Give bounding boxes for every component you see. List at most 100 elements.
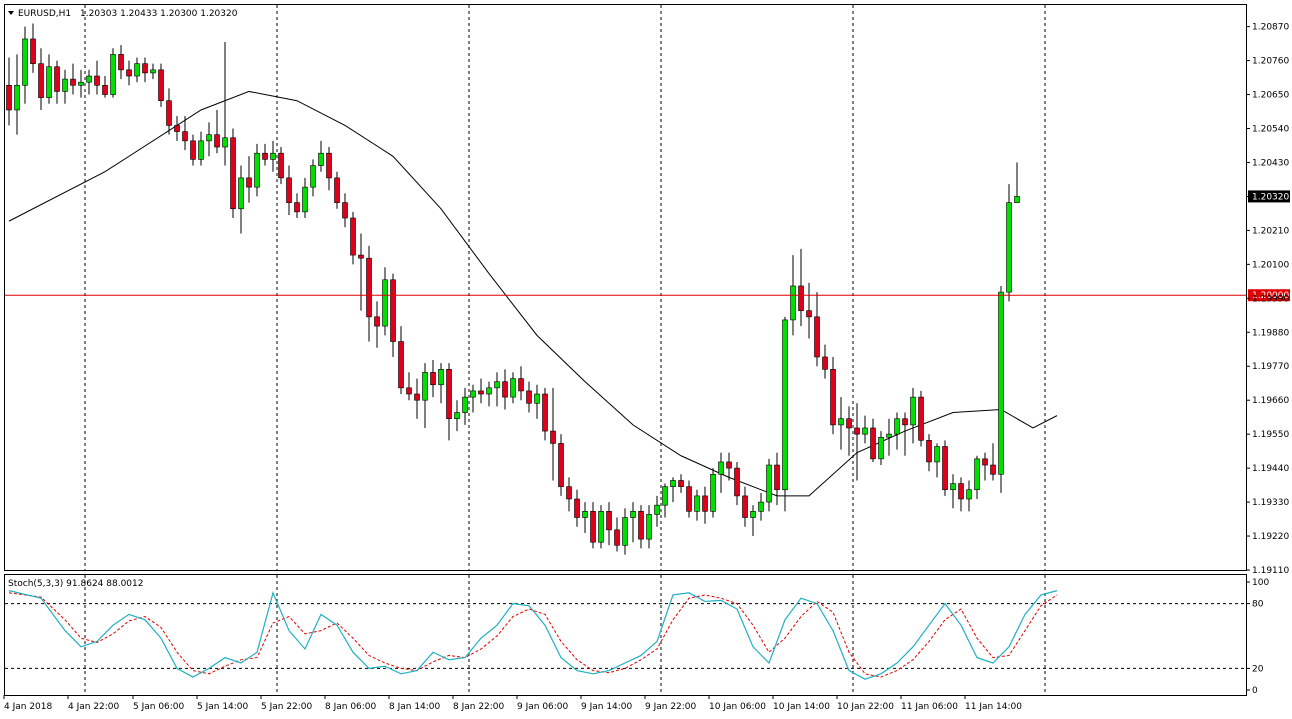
candle-body [798,285,804,311]
candle-body [62,78,68,92]
candle-body [86,75,92,83]
candle-body [270,152,276,160]
candle-body [254,152,260,188]
candle-body [950,483,956,491]
candle-body [54,66,60,92]
time-tick-label: 11 Jan 06:00 [901,702,958,712]
candle-body [510,378,516,398]
candle-body [702,495,708,512]
main-panel-frame [4,4,1247,571]
symbol-label: EURUSD,H1 [18,9,71,19]
candle-body [974,458,980,491]
stoch-label: Stoch(5,3,3) 91.8624 88.0012 [8,579,143,589]
candle-body [782,319,788,491]
chart-menu-arrow-icon[interactable] [8,11,14,15]
candle-body [406,387,412,395]
candle-body [694,495,700,512]
stoch-tick-label: 0 [1252,686,1258,696]
candle-body [446,369,452,420]
candle-body [166,100,172,126]
price-tick-label: 1.20430 [1252,158,1289,168]
price-tick-label: 1.20540 [1252,124,1289,134]
stoch-signal-line [8,592,1058,678]
time-tick-label: 10 Jan 06:00 [709,702,766,712]
price-tick-label: 1.19220 [1252,532,1289,542]
candle-body [222,137,228,148]
price-tick-label: 1.19550 [1252,430,1289,440]
stoch-tick-label: 100 [1252,578,1269,588]
candle-body [646,514,652,540]
candle-body [38,63,44,98]
candle-body [14,84,20,111]
price-tick-label: 1.20100 [1252,260,1289,270]
candle-body [46,66,52,98]
time-tick-label: 9 Jan 22:00 [645,702,697,712]
current-price-badge [1248,190,1290,203]
candle-body [374,316,380,327]
candle-body [526,390,532,404]
stoch-layer [5,590,1246,680]
candle-body [742,495,748,518]
ohlc-label: 1.20303 1.20433 1.20300 1.20320 [80,9,238,19]
candle-body [598,511,604,543]
candle-body [926,440,932,463]
candle-body [678,480,684,487]
stoch-tick-label: 20 [1252,664,1264,674]
candle-body [214,134,220,148]
candle-body [614,529,620,546]
time-tick-label: 8 Jan 22:00 [453,702,505,712]
price-tick-label: 1.19440 [1252,464,1289,474]
candle-body [190,140,196,160]
candle-body [838,418,844,426]
candle-body [142,63,148,74]
candle-body [278,152,284,179]
price-tick-label: 1.20210 [1252,226,1289,236]
candle-body [910,396,916,426]
candle-body [734,467,740,497]
time-tick-label: 9 Jan 06:00 [517,702,569,712]
candle-body [566,486,572,500]
price-tick-label: 1.19770 [1252,362,1289,372]
candle-body [750,511,756,518]
price-tick-label: 1.20760 [1252,57,1289,67]
time-tick-label: 5 Jan 06:00 [133,702,185,712]
time-tick-label: 4 Jan 2018 [4,702,52,712]
candle-body [398,341,404,389]
candle-body [622,517,628,546]
candle-body [502,381,508,398]
candle-body [94,75,100,86]
level-price-label: 1.20000 [1252,291,1289,301]
candle-body [654,504,660,515]
candle-body [574,498,580,518]
candle-body [78,81,84,86]
candles-layer [6,23,1020,555]
candle-body [766,464,772,503]
stoch-panel-frame [4,574,1247,696]
candle-body [134,63,140,77]
price-tick-label: 1.19330 [1252,498,1289,508]
candle-body [686,486,692,512]
candle-body [430,372,436,386]
candle-body [934,446,940,463]
price-tick-label: 1.20650 [1252,91,1289,101]
moving-average-line [8,90,1058,497]
candle-body [990,464,996,475]
time-tick-label: 5 Jan 22:00 [261,702,313,712]
candle-body [302,186,308,213]
candle-body [854,427,860,435]
candle-body [1006,202,1012,293]
candle-body [350,217,356,256]
level-price-badge [1248,289,1290,302]
candle-body [822,356,828,370]
candle-body [470,390,476,398]
candle-body [334,177,340,203]
candle-body [726,461,732,469]
price-tick-label: 1.19110 [1252,566,1289,576]
candle-body [310,165,316,188]
candle-body [918,396,924,441]
candle-body [966,489,972,500]
candle-body [494,381,500,389]
candle-body [846,418,852,429]
candle-body [830,369,836,426]
